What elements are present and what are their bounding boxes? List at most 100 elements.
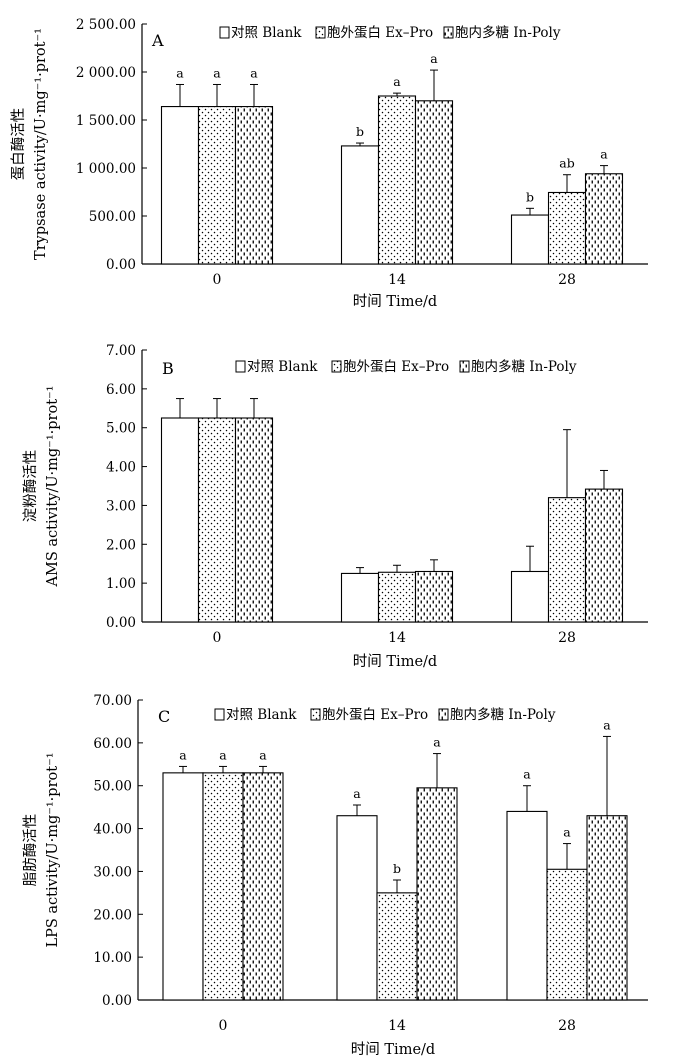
legend-swatch [438,708,449,721]
x-tick-label: 28 [558,1018,576,1034]
legend-swatch [443,26,454,39]
bar [584,488,624,623]
x-tick-label: 14 [388,630,406,646]
significance-label: a [176,65,184,80]
bar [510,214,550,265]
x-axis-label: 时间 Time/d [353,653,437,670]
legend-swatch [219,26,230,39]
y-tick-label: 0.00 [106,257,136,273]
significance-label: a [393,74,401,89]
panel-c: 0.00 10.00 20.00 30.00 40.00 50.00 60.00 70.00 0… [22,693,648,1058]
x-tick-label: 28 [558,272,576,288]
y-tick-label: 60.00 [93,736,132,752]
x-tick-label: 28 [558,630,576,646]
bar [547,191,587,265]
significance-label: a [523,767,531,782]
significance-label: a [433,735,441,750]
significance-label: b [356,124,364,139]
y-tick-label: 3.00 [106,498,136,514]
legend-swatch [459,360,470,373]
legend-swatch [315,26,326,39]
y-tick-label: 10.00 [93,950,132,966]
bar [414,570,454,623]
significance-label: a [603,717,611,732]
significance-label: a [259,747,267,762]
y-tick-label: 2 500.00 [76,17,136,33]
bar [234,417,274,623]
y-axis-label-en: LPS activity/U·mg⁻¹·prot⁻¹ [45,752,61,947]
x-tick-label: 0 [213,272,222,288]
bar [197,417,237,623]
significance-label: a [563,825,571,840]
legend-entry: 胞内多糖 In-Poly [455,24,561,41]
bar [586,815,628,1001]
significance-label: b [393,861,401,876]
y-tick-label: 70.00 [93,693,132,709]
y-tick-label: 1 000.00 [76,161,136,177]
y-tick-label: 0.00 [102,993,132,1009]
y-tick-label: 50.00 [93,779,132,795]
legend-entry: 胞外蛋白 Ex–Pro [327,25,433,41]
bar [234,106,274,265]
significance-label: a [250,65,258,80]
x-axis-label: 时间 Time/d [353,293,437,310]
panel-a: 0.00 500.00 1 000.00 1 500.00 2 000.00 2 500.… [10,17,648,310]
bar [162,772,204,1001]
y-tick-label: 500.00 [89,209,136,225]
y-tick-label: 1 500.00 [76,113,136,129]
y-axis-label-en: Trypsase activity/U·mg⁻¹·prot⁻¹ [33,28,49,260]
significance-label: b [526,189,534,204]
y-tick-label: 20.00 [93,907,132,923]
panel-letter: C [158,707,170,726]
legend-entry: 胞内多糖 In-Poly [450,706,556,723]
y-tick-label: 0.00 [106,615,136,631]
significance-label: ab [559,156,574,171]
legend-swatch [214,708,225,721]
y-axis-label-cn: 蛋白酶活性 [10,108,27,181]
bar [242,772,284,1001]
x-tick-label: 0 [219,1018,228,1034]
bar [546,868,588,1001]
y-tick-label: 30.00 [93,864,132,880]
bar [377,571,417,623]
significance-label: a [219,747,227,762]
bar [336,815,378,1001]
y-tick-label: 40.00 [93,822,132,838]
y-axis-label: 脂肪酶活性 LPS activity/U·mg⁻¹·prot⁻¹ [22,752,61,947]
y-axis-label: 淀粉酶活性 AMS activity/U·mg⁻¹·prot⁻¹ [22,386,61,588]
bar [202,772,244,1001]
bar [160,417,200,623]
y-axis-label-en: AMS activity/U·mg⁻¹·prot⁻¹ [45,386,61,588]
y-tick-label: 5.00 [106,421,136,437]
y-axis-label-cn: 脂肪酶活性 [22,814,39,887]
significance-label: a [600,147,608,162]
bar [197,106,237,265]
significance-label: a [213,65,221,80]
legend-entry: 胞内多糖 In-Poly [471,358,577,375]
bar [377,95,417,265]
panel-letter: B [162,359,174,378]
y-tick-label: 7.00 [106,343,136,359]
bar [414,100,454,265]
y-tick-label: 1.00 [106,576,136,592]
bar [160,106,200,265]
panel-b: 0.00 1.00 2.00 3.00 4.00 5.00 6.00 7.00 0 14 28 时间 … [22,343,648,670]
y-tick-label: 2.00 [106,537,136,553]
legend-swatch [331,360,342,373]
bar [376,892,418,1001]
legend-entry: 对照 Blank [226,707,297,723]
significance-label: a [179,747,187,762]
bar [340,572,380,623]
x-tick-label: 0 [213,630,222,646]
significance-label: a [353,786,361,801]
y-tick-label: 4.00 [106,460,136,476]
panel-letter: A [151,31,164,50]
y-axis-label-cn: 淀粉酶活性 [22,450,39,523]
x-axis-label: 时间 Time/d [351,1041,435,1058]
significance-label: a [430,51,438,66]
legend-entry: 胞外蛋白 Ex–Pro [343,359,449,375]
y-tick-label: 6.00 [106,382,136,398]
legend-entry: 对照 Blank [231,25,302,41]
legend-entry: 对照 Blank [247,359,318,375]
